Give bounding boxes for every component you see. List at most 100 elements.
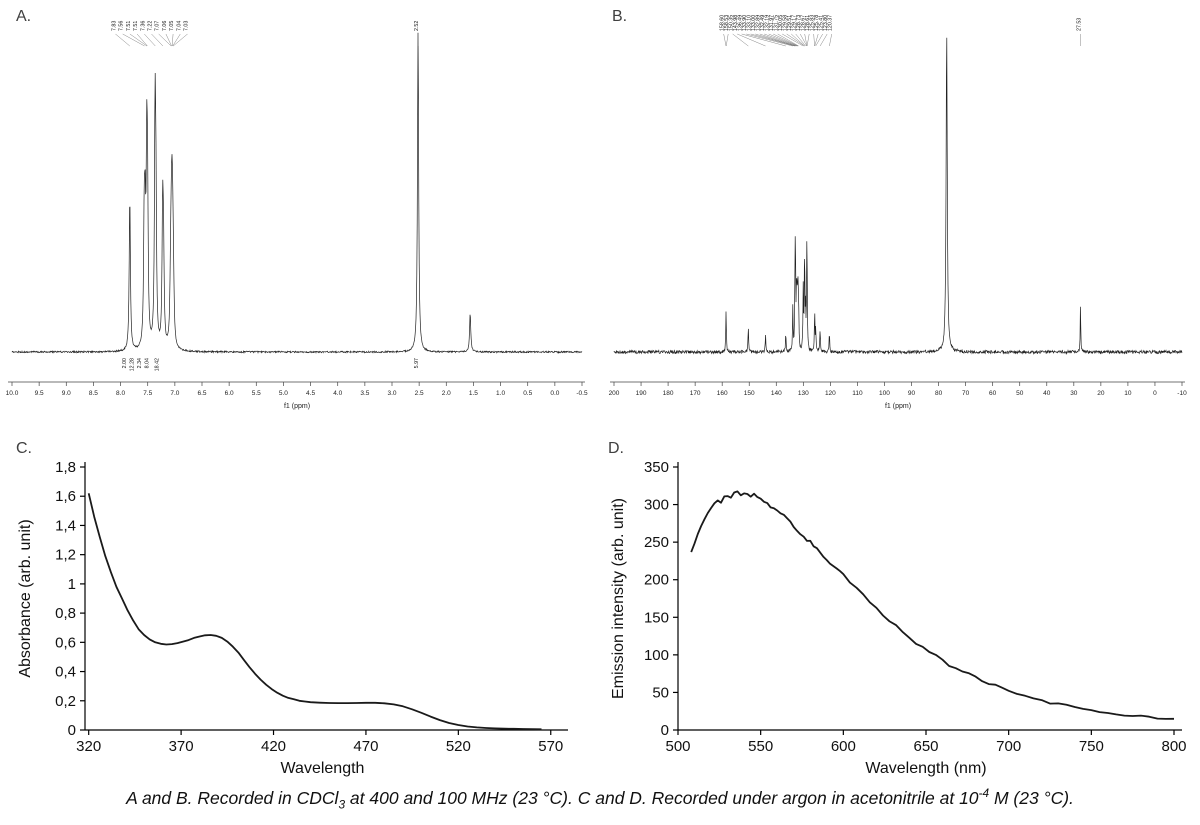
y-tick-label: 0,6 [55,634,76,651]
x-tick-label: 170 [690,390,701,397]
peak-label: 133.10 [747,15,753,31]
x-tick-label: 750 [1079,738,1104,755]
peak-label: 125.41 [819,15,825,31]
x-tick-label: 0.0 [550,390,559,397]
peak-label: 125.83 [810,15,816,31]
peak-label-leader [750,33,795,47]
y-tick-label: 1,6 [55,488,76,505]
peak-label: 129.58 [783,15,789,31]
integral-label: 5.97 [414,358,420,368]
peak-label: 133.90 [742,15,748,31]
caption-text: M (23 °C). [989,787,1074,808]
peak-label-leader [122,33,145,47]
peak-label: 7.83 [112,21,118,31]
x-tick-label: 4.0 [333,390,342,397]
peak-label: 7.51 [126,21,132,31]
x-tick-label: 5.5 [252,390,261,397]
x-tick-label: 6.5 [197,390,206,397]
peak-label-leader [115,33,130,47]
integral-label: 8.04 [144,358,150,368]
y-tick-label: 350 [644,459,669,476]
peak-label-leader [813,33,815,47]
integral-label: 12.28 [130,358,136,371]
integral-label: 2.34 [137,358,143,368]
peak-label: 123.80 [823,15,829,31]
y-tick-label: 250 [644,534,669,551]
peak-label: 132.19 [765,15,771,31]
x-tick-label: 800 [1161,738,1186,755]
x-tick-label: 100 [879,390,890,397]
peak-label: 7.04 [176,21,182,31]
x-tick-label: 110 [852,390,863,397]
panel-a-label: A. [16,8,32,25]
caption-text: -4 [978,786,990,800]
y-tick-label: 0,8 [55,605,76,622]
nmr-proton-spectrum: 10.0 9.5 9.0 8.5 8.0 7.5 7.0 6.5 6.0 5.5 5.0 4.5 4.0… [6,21,588,410]
emission-chart: 500 550 600 650 700 750 800 0 50 100 150 200 250 300 3… [610,459,1187,777]
x-tick-label: 120 [825,390,836,397]
x-tick-label: 130 [798,390,809,397]
peak-label-leader [723,33,727,47]
y-tick-label: 100 [644,647,669,664]
x-tick-label: 1.0 [496,390,505,397]
x-tick-label: 80 [935,390,943,397]
x-tick-label: 20 [1097,390,1105,397]
peak-label: 128.61 [805,15,811,31]
peak-label: 7.06 [162,21,168,31]
peak-label-leader [773,33,799,47]
caption-text: 3 [338,797,346,812]
peak-label: 132.89 [756,15,762,31]
x-tick-label: 2.5 [415,390,424,397]
y-tick-label: 50 [652,684,669,701]
peak-label-leader [726,33,729,47]
peak-label-leader [165,33,172,47]
peak-label-leader [786,33,805,47]
caption-text: A and B. Recorded in CDCl [126,787,339,808]
integral-label: 2.00 [122,358,128,368]
peak-label-leader [815,33,823,47]
x-tick-label: -10 [1177,390,1187,397]
x-tick-label: 420 [261,738,286,755]
x-tick-label: 10.0 [6,390,19,397]
peak-label-leader [764,33,797,47]
x-tick-label: 10 [1124,390,1132,397]
peak-label: 131.75 [774,15,780,31]
x-tick-label: 2.0 [442,390,451,397]
x-tick-label: 7.0 [170,390,179,397]
y-tick-label: 0 [68,722,76,739]
peak-label: 7.51 [133,21,139,31]
nmr-carbon-spectrum: 200 190 180 170 160 150 140 130 120 110 100 90 80 70 6… [609,15,1188,410]
peak-label: 7.05 [169,21,175,31]
x-tick-label: 140 [771,390,782,397]
peak-label: 158.60 [720,15,726,31]
peak-label: 128.73 [796,15,802,31]
y-tick-label: 1,8 [55,459,76,476]
peak-label: 27.53 [1077,18,1083,31]
peak-label: 128.67 [801,15,807,31]
peak-label-leader [732,33,749,47]
peak-label-leader [151,33,164,47]
y-tick-label: 1,2 [55,547,76,564]
peak-label: 7.07 [155,21,161,31]
x-tick-label: 6.0 [225,390,234,397]
x-tick-label: 30 [1070,390,1078,397]
x-tick-label: 7.5 [143,390,152,397]
x-tick-label: 4.5 [306,390,315,397]
peak-label-leader [737,33,766,47]
x-tick-label: 70 [962,390,970,397]
peak-label-leader [814,33,819,47]
peak-label-leader [791,33,805,47]
peak-label: 7.56 [119,21,125,31]
x-tick-label: 1.5 [469,390,478,397]
peak-label-leader [804,33,808,47]
panel-d-label: D. [608,440,624,457]
peak-label-leader [777,33,799,47]
x-tick-label: 9.5 [35,390,44,397]
peak-label: 130.05 [778,15,784,31]
x-tick-label: 8.0 [116,390,125,397]
peak-label: 7.36 [140,21,146,31]
spectrum-trace [11,32,583,354]
peak-label: 129.17 [792,15,798,31]
peak-label-leader [746,33,793,47]
